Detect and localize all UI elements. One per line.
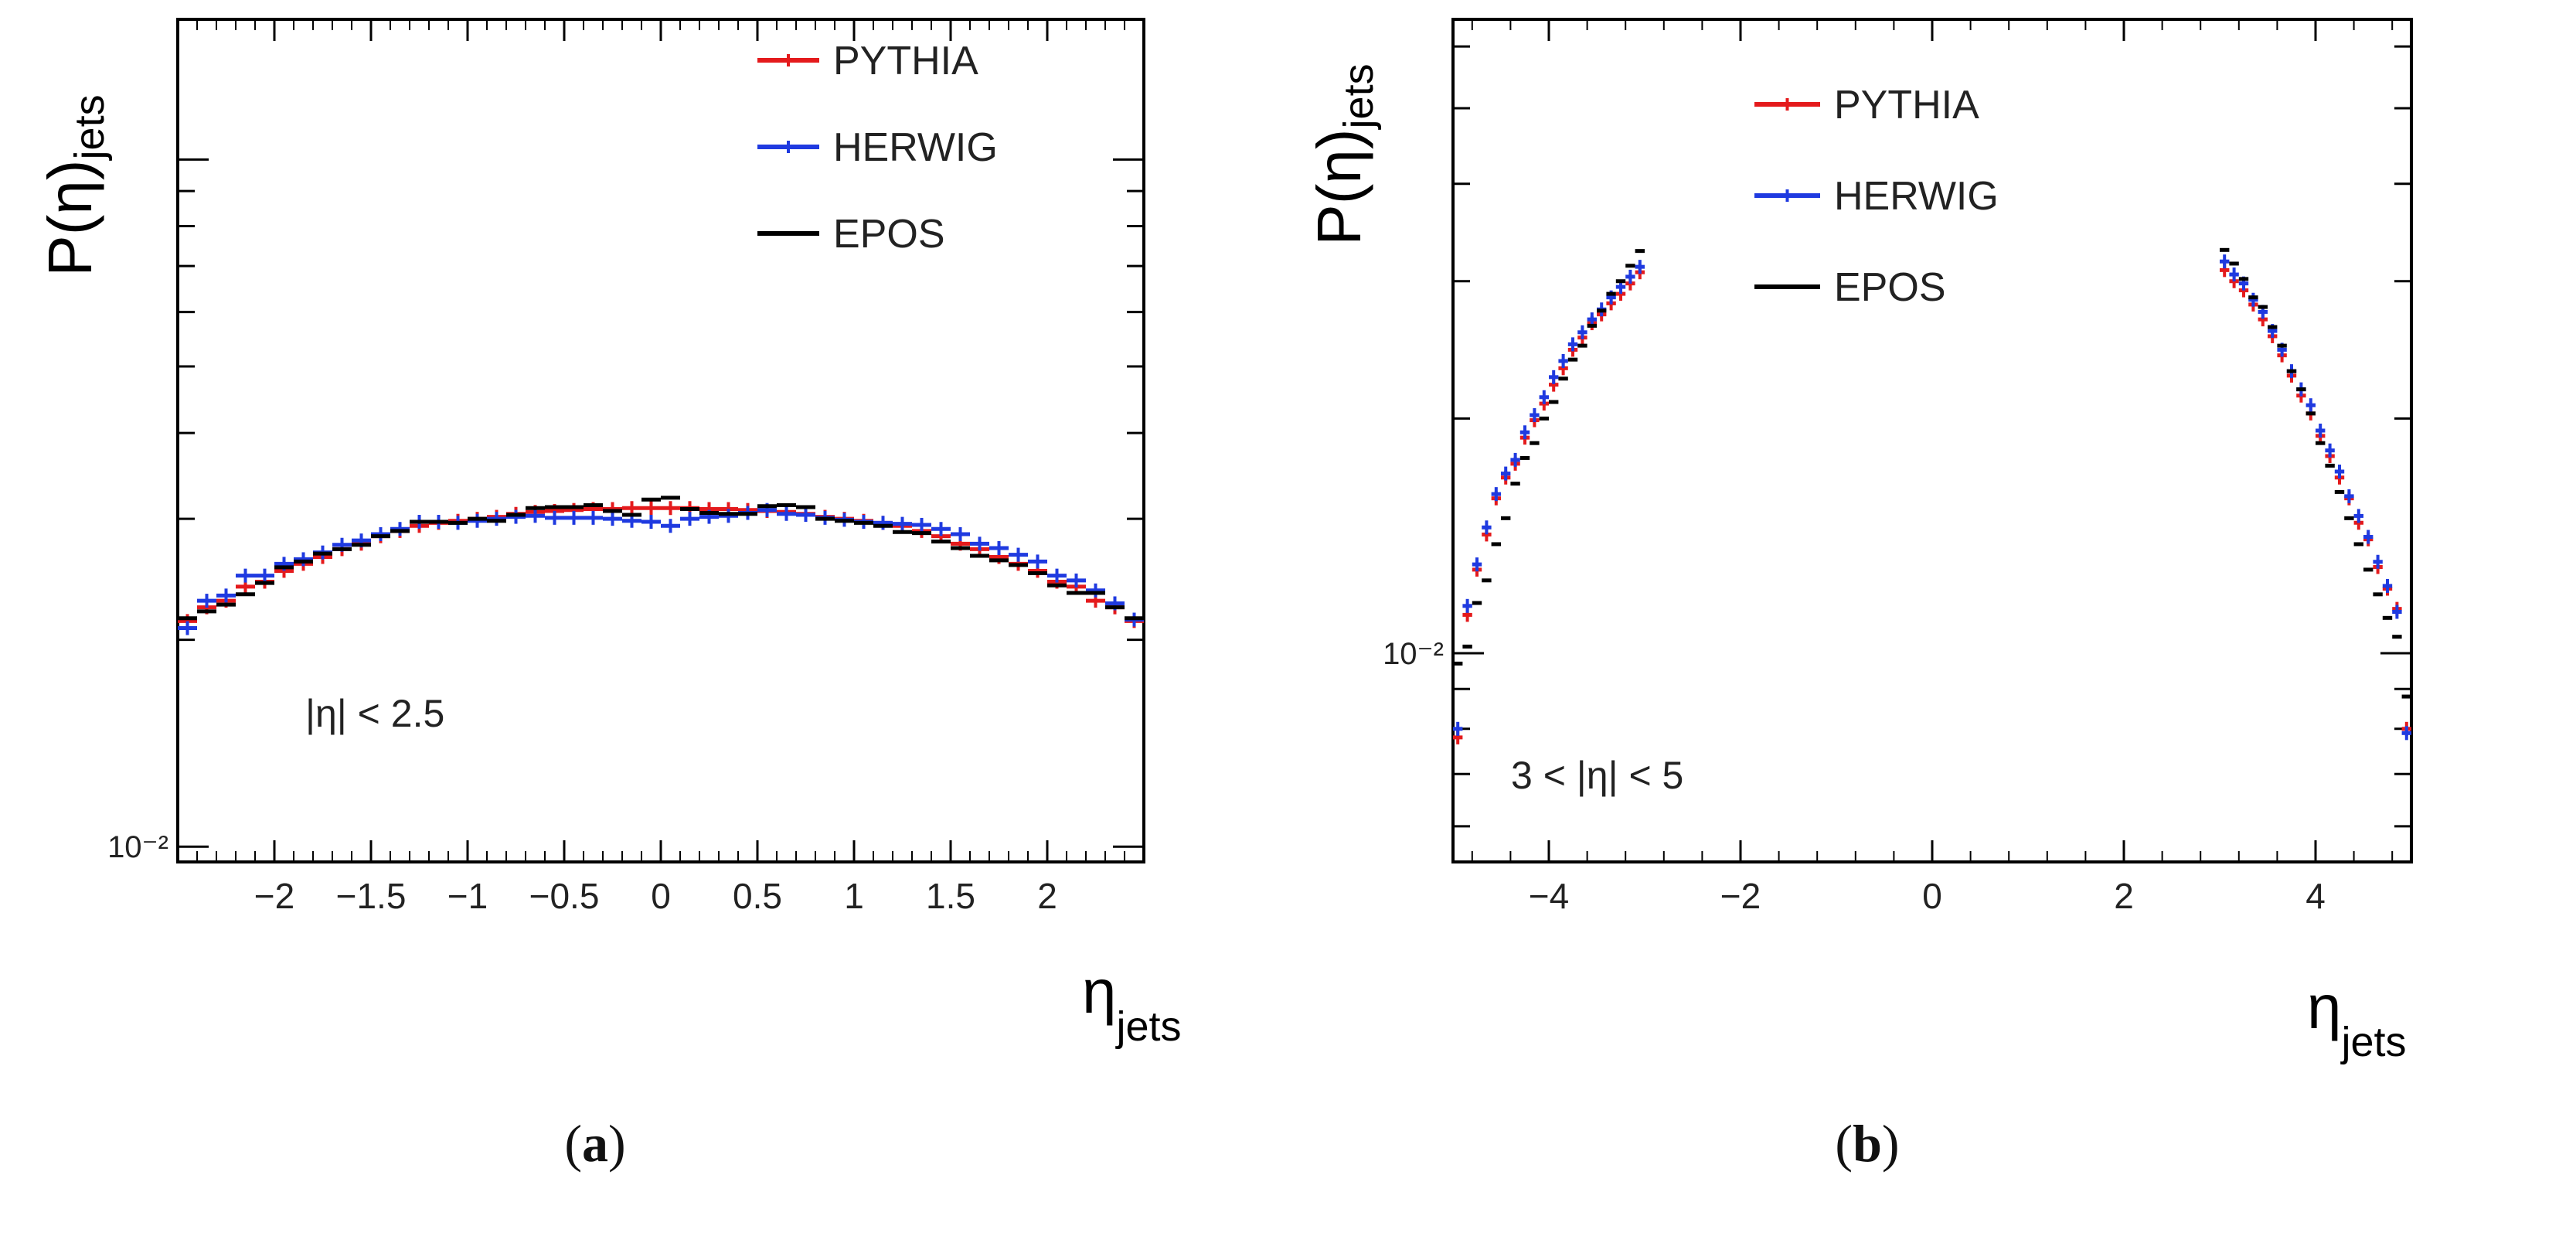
y-tick-label: 10⁻² — [1383, 637, 1444, 671]
panel-a-legend: PYTHIA HERWIG EPOS — [757, 39, 998, 257]
legend-label-epos: EPOS — [1834, 265, 1946, 310]
series-herwig — [178, 502, 1144, 635]
caption-b-close: ) — [1881, 1114, 1900, 1173]
panel-b-ylabel-sub: jets — [1336, 63, 1382, 130]
series-epos — [178, 496, 1144, 621]
panel-b-frame — [1451, 18, 2413, 863]
x-tick-label: −4 — [1529, 876, 1569, 916]
caption-a-close: ) — [608, 1114, 626, 1173]
x-tick-label: −0.5 — [529, 876, 600, 916]
panel-b-xlabel: ηjets — [2307, 972, 2407, 1065]
panel-b-annotation: 3 < |η| < 5 — [1511, 754, 1683, 797]
panel-a-annotation: |η| < 2.5 — [305, 692, 444, 735]
x-tick-label: 4 — [2305, 876, 2326, 916]
caption-a-open: ( — [564, 1114, 582, 1173]
legend-label-herwig: HERWIG — [1834, 174, 1999, 219]
panel-a-frame — [176, 18, 1145, 863]
caption-b: (b) — [1790, 1113, 1945, 1174]
panel-b-ylabel: P(η)jets — [1305, 63, 1382, 245]
panel-a-ylabel-main: P(η) — [36, 159, 104, 276]
panel-b-xlabel-main: η — [2307, 972, 2342, 1041]
panel-a-xlabel: ηjets — [1082, 957, 1182, 1050]
caption-a-letter: a — [582, 1114, 608, 1173]
panel-a-series — [178, 496, 1144, 635]
series-epos — [1453, 247, 2411, 699]
x-tick-label: 0.5 — [733, 876, 782, 916]
panel-b-xlabel-sub: jets — [2340, 1019, 2407, 1065]
legend-label-epos: EPOS — [833, 212, 945, 257]
legend-label-pythia: PYTHIA — [1834, 83, 1979, 128]
panel-b-series — [1453, 247, 2411, 744]
x-tick-label: −1.5 — [336, 876, 407, 916]
panel-b-ticks: −4 −2 0 2 4 10⁻² — [1383, 19, 2411, 916]
x-tick-label: 1.5 — [926, 876, 975, 916]
x-tick-label: 0 — [1922, 876, 1942, 916]
panel-a: P(η)jets ηjets |η| < 2.5 PYTHIAHERWIGEPO… — [36, 18, 1182, 1050]
caption-b-letter: b — [1853, 1114, 1882, 1173]
panel-a-xlabel-sub: jets — [1115, 1003, 1182, 1050]
x-tick-label: 0 — [651, 876, 671, 916]
x-tick-label: −2 — [1720, 876, 1761, 916]
y-tick-label: 10⁻² — [107, 830, 168, 864]
x-tick-label: −2 — [254, 876, 294, 916]
panel-a-ylabel-sub: jets — [66, 94, 113, 161]
legend-label-herwig: HERWIG — [833, 125, 998, 170]
caption-b-open: ( — [1835, 1114, 1853, 1173]
panel-a-ylabel: P(η)jets — [36, 94, 113, 276]
panel-b: P(η)jets ηjets 3 < |η| < 5 PYTHIAHERWIGE… — [1305, 18, 2413, 1065]
x-tick-label: −1 — [447, 876, 488, 916]
x-tick-label: 2 — [2114, 876, 2134, 916]
x-tick-label: 2 — [1037, 876, 1057, 916]
legend-label-pythia: PYTHIA — [833, 39, 978, 83]
series-pythia — [1453, 263, 2411, 744]
panel-a-ticks: −2 −1.5 −1 −0.5 0 0.5 1 1.5 2 10⁻² — [107, 19, 1145, 916]
x-tick-label: 1 — [844, 876, 864, 916]
panel-b-ylabel-main: P(η) — [1305, 128, 1373, 245]
panel-a-xlabel-main: η — [1082, 957, 1117, 1026]
caption-a: (a) — [518, 1113, 672, 1174]
panel-b-legend: PYTHIA HERWIG EPOS — [1754, 83, 1999, 310]
